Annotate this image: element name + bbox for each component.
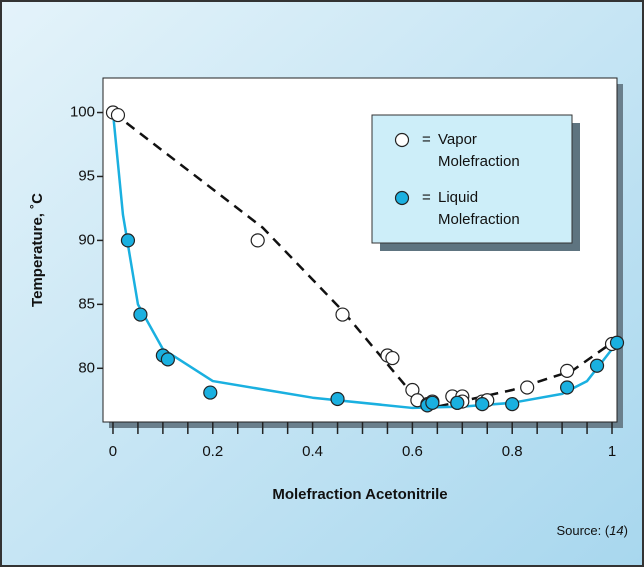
data-point xyxy=(450,395,465,410)
x-tick-label: 0.4 xyxy=(302,443,323,460)
x-tick-label: 0.8 xyxy=(502,443,523,460)
legend-label-line: Molefraction xyxy=(438,211,520,228)
data-point xyxy=(425,395,440,410)
source-text: Source: ( xyxy=(556,523,609,538)
curve xyxy=(111,112,623,410)
data-point xyxy=(160,352,175,367)
x-tick-label: 0 xyxy=(109,443,117,460)
data-point xyxy=(335,307,350,322)
y-tick-label: 90 xyxy=(78,231,95,248)
data-point xyxy=(330,391,345,407)
x-axis-title: Molefraction Acetonitrile xyxy=(272,486,447,503)
source: Source: (14) xyxy=(556,523,628,538)
data-point xyxy=(120,233,136,248)
data-point xyxy=(110,107,126,123)
legend-label: Liquid Molefraction xyxy=(438,189,520,228)
y-tick-label: 95 xyxy=(78,167,95,184)
legend-label-line: Liquid xyxy=(438,189,478,206)
legend-marker xyxy=(394,132,410,148)
legend-prefix: = xyxy=(422,189,431,206)
y-tick-label: 100 xyxy=(70,103,95,120)
data-point xyxy=(133,307,148,322)
data-point xyxy=(505,396,520,412)
data-point xyxy=(385,350,400,366)
legend-label: Vapor Molefraction xyxy=(438,131,520,170)
legend-prefix: = xyxy=(422,131,431,148)
source-ref: 14 xyxy=(609,523,623,538)
x-tick-label: 0.2 xyxy=(202,443,223,460)
legend-label-line: Vapor xyxy=(438,131,477,148)
legend-marker xyxy=(394,190,410,206)
data-point xyxy=(203,385,218,400)
data-point xyxy=(250,233,265,248)
source-close: ) xyxy=(624,523,628,538)
data-point xyxy=(559,363,575,378)
x-tick-label: 0.6 xyxy=(402,443,423,460)
data-point xyxy=(589,358,605,373)
legend-label-line: Molefraction xyxy=(438,153,520,170)
y-axis-title: Temperature, ˚C xyxy=(29,193,46,307)
y-tick-label: 85 xyxy=(78,295,95,312)
data-point xyxy=(559,380,575,395)
data-point xyxy=(609,335,625,350)
data-point xyxy=(520,380,535,395)
x-tick-label: 1 xyxy=(608,443,616,460)
data-point xyxy=(475,396,490,412)
y-tick-label: 80 xyxy=(78,359,95,376)
